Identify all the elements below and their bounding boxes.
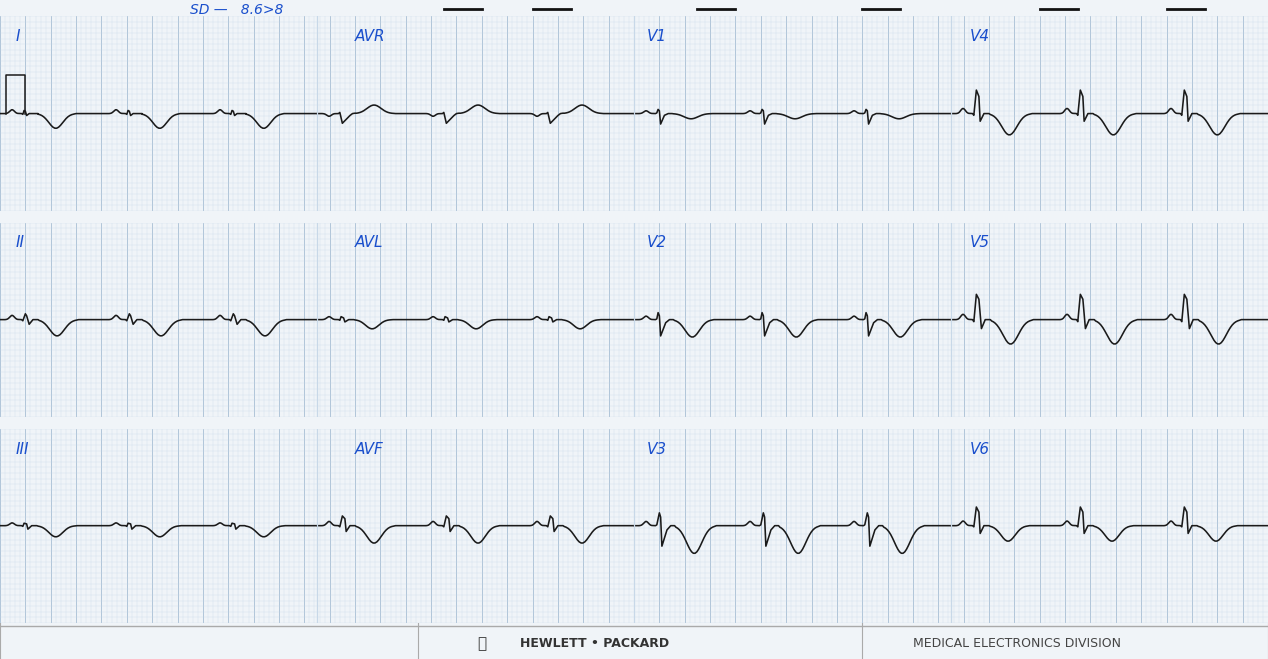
Text: V5: V5 (970, 235, 990, 250)
Text: AVF: AVF (355, 442, 384, 457)
Text: V1: V1 (647, 30, 667, 44)
Text: V6: V6 (970, 442, 990, 457)
Text: III: III (15, 442, 29, 457)
Text: ⓘ: ⓘ (477, 637, 487, 651)
Text: SD —   8.6>8: SD — 8.6>8 (190, 3, 284, 16)
Text: HEWLETT • PACKARD: HEWLETT • PACKARD (520, 637, 670, 650)
Text: V3: V3 (647, 442, 667, 457)
Text: MEDICAL ELECTRONICS DIVISION: MEDICAL ELECTRONICS DIVISION (913, 637, 1121, 650)
Text: AVR: AVR (355, 30, 385, 44)
Text: AVL: AVL (355, 235, 383, 250)
Text: II: II (15, 235, 24, 250)
Text: I: I (15, 30, 20, 44)
Text: V2: V2 (647, 235, 667, 250)
Text: V4: V4 (970, 30, 990, 44)
